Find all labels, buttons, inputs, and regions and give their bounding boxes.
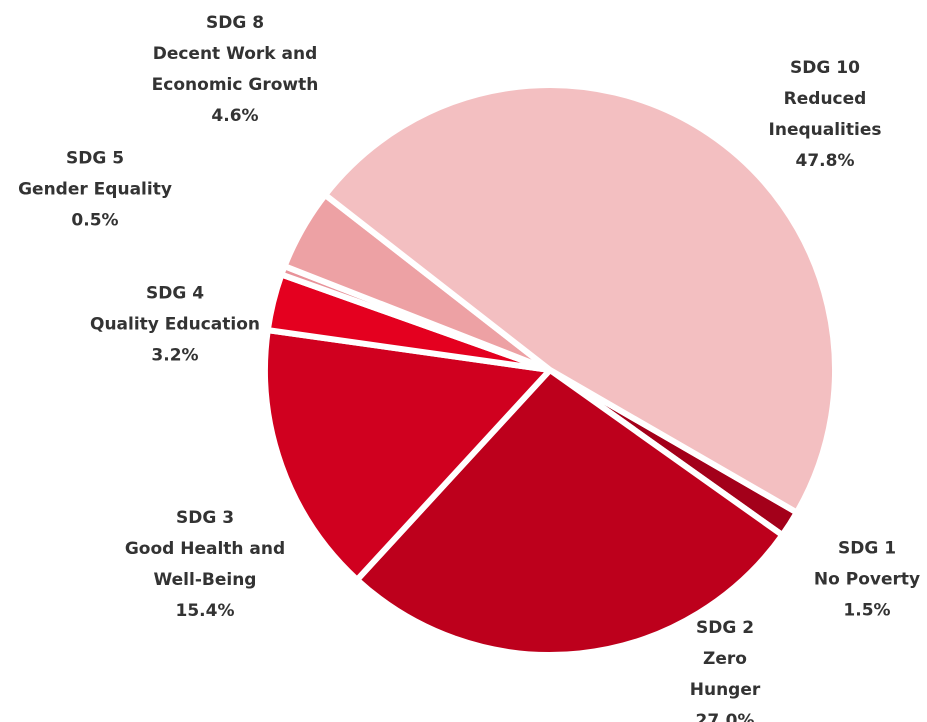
slice-label: SDG 8 Decent Work and Economic Growth 4.6%: [135, 8, 335, 132]
value-label: 27.0%: [695, 711, 755, 722]
description-label: Quality Education: [90, 314, 260, 335]
pie-slice: [354, 367, 786, 658]
category-label: SDG 8: [205, 13, 265, 33]
slice-label: SDG 3 Good Health and Well-Being 15.4%: [115, 503, 295, 627]
category-label: SDG 4: [145, 283, 205, 304]
category-label: SDG 2: [695, 618, 755, 638]
description-label: Good Health and Well-Being: [124, 539, 286, 590]
category-label: SDG 1: [837, 538, 897, 559]
pie-slice: [262, 327, 553, 583]
description-label: Gender Equality: [18, 179, 172, 200]
slice-label: SDG 5 Gender Equality 0.5%: [0, 144, 195, 237]
description-label: Zero Hunger: [689, 649, 761, 700]
slice-label: SDG 2 Zero Hunger 27.0%: [665, 613, 785, 722]
category-label: SDG 3: [175, 508, 235, 528]
description-label: Decent Work and Economic Growth: [151, 44, 319, 95]
pie-slice: [322, 82, 838, 516]
category-label: SDG 5: [65, 148, 125, 169]
slice-label: SDG 4 Quality Education 3.2%: [75, 279, 275, 372]
value-label: 1.5%: [843, 600, 891, 621]
value-label: 0.5%: [71, 210, 119, 231]
value-label: 4.6%: [211, 106, 259, 126]
slice-label: SDG 1 No Poverty 1.5%: [807, 534, 927, 627]
category-label: SDG 10: [790, 58, 860, 78]
description-label: No Poverty: [813, 569, 921, 590]
value-label: 15.4%: [175, 601, 235, 621]
description-label: Reduced Inequalities: [768, 89, 882, 140]
slice-label: SDG 10 Reduced Inequalities 47.8%: [750, 53, 900, 177]
value-label: 47.8%: [795, 151, 855, 171]
value-label: 3.2%: [151, 345, 199, 366]
